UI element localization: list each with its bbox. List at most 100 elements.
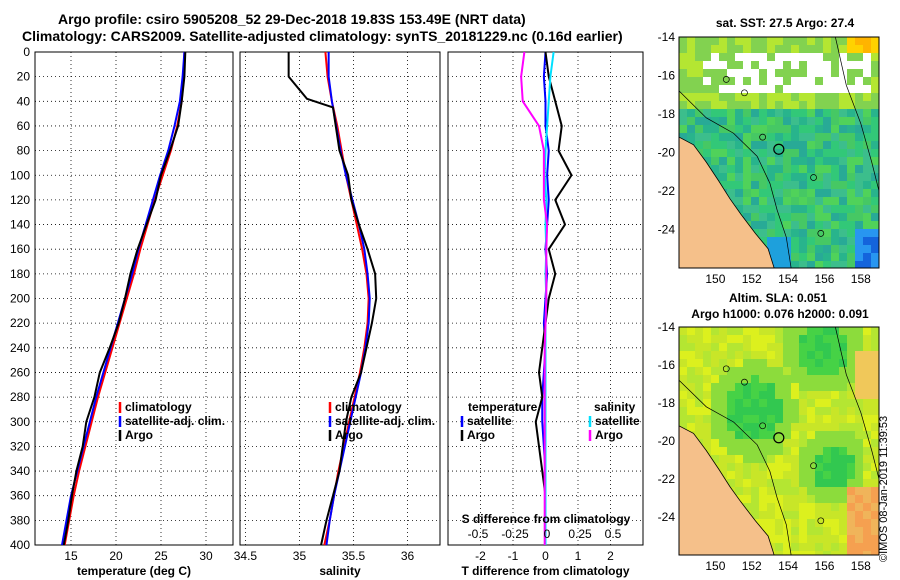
- sla-map-cell: [767, 455, 776, 464]
- sla-map-cell: [855, 423, 864, 432]
- sst-map-cell: [759, 37, 768, 46]
- sla-lat-tick-label: -16: [658, 358, 676, 372]
- sla-map-cell: [703, 439, 712, 448]
- sst-map-cell: [775, 157, 784, 166]
- sst-map-cell: [743, 141, 752, 150]
- sla-map-cell: [823, 535, 832, 544]
- sla-map-cell: [783, 487, 792, 496]
- sst-map-cell: [751, 109, 760, 118]
- sst-map-cell: [727, 141, 736, 150]
- sla-map-cell: [863, 399, 872, 408]
- sst-map-cell: [703, 133, 712, 142]
- sla-map-cell: [775, 455, 784, 464]
- sst-map-cell: [863, 37, 872, 46]
- sst-map-cell: [679, 69, 688, 78]
- sst-map-cell: [743, 109, 752, 118]
- sst-map-cell: [791, 221, 800, 230]
- sla-map-cell: [751, 503, 760, 512]
- sla-map-cell: [807, 407, 816, 416]
- sst-map-cell: [831, 85, 840, 94]
- sst-map-cell: [847, 61, 856, 70]
- sla-map-cell: [759, 463, 768, 472]
- sla-map-cell: [799, 551, 808, 555]
- sst-map-cell: [767, 205, 776, 214]
- sst-map-cell: [791, 85, 800, 94]
- sla-map-cell: [791, 423, 800, 432]
- sst-map-cell: [751, 149, 760, 158]
- sst-map-cell: [767, 221, 776, 230]
- sla-map-cell: [799, 431, 808, 440]
- sla-map-cell: [751, 407, 760, 416]
- sla-map-cell: [719, 391, 728, 400]
- sla-map-cell: [791, 479, 800, 488]
- sla-map-cell: [815, 447, 824, 456]
- sla-map-cell: [727, 431, 736, 440]
- sst-map-cell: [767, 85, 776, 94]
- sla-map-cell: [751, 479, 760, 488]
- sst-map-cell: [687, 109, 696, 118]
- sla-map-cell: [847, 391, 856, 400]
- sla-map-cell: [855, 479, 864, 488]
- sst-map-cell: [831, 189, 840, 198]
- sst-map-cell: [775, 229, 784, 238]
- sla-map-cell: [831, 383, 840, 392]
- sst-map-cell: [791, 261, 800, 268]
- sst-map-cell: [727, 125, 736, 134]
- sla-map-cell: [687, 423, 696, 432]
- sst-map-cell: [847, 229, 856, 238]
- sla-map-cell: [839, 335, 848, 344]
- sst-map-cell: [815, 157, 824, 166]
- sst-map-cell: [751, 165, 760, 174]
- sla-map-cell: [799, 407, 808, 416]
- sst-map-cell: [815, 61, 824, 70]
- sla-map-cell: [799, 423, 808, 432]
- sla-map-cell: [703, 391, 712, 400]
- sst-map-cell: [863, 125, 872, 134]
- sla-map-cell: [727, 367, 736, 376]
- sst-map-cell: [839, 229, 848, 238]
- sla-map-cell: [807, 343, 816, 352]
- sst-map-cell: [759, 157, 768, 166]
- salinity-legend-label: climatology: [335, 400, 402, 414]
- sst-map-cell: [727, 53, 736, 62]
- sla-map-cell: [695, 391, 704, 400]
- sst-map-cell: [863, 221, 872, 230]
- sla-map-cell: [831, 351, 840, 360]
- sst-map-cell: [743, 45, 752, 54]
- sla-map-cell: [751, 431, 760, 440]
- sla-map-cell: [847, 351, 856, 360]
- sst-map-cell: [687, 69, 696, 78]
- sst-map-cell: [743, 149, 752, 158]
- sst-map-cell: [791, 133, 800, 142]
- sst-map-cell: [871, 165, 879, 174]
- sst-map-cell: [791, 37, 800, 46]
- sla-map-cell: [823, 431, 832, 440]
- sla-map-cell: [767, 383, 776, 392]
- sst-map-cell: [703, 117, 712, 126]
- sst-map-cell: [751, 93, 760, 102]
- sla-map-cell: [791, 447, 800, 456]
- sla-map-cell: [799, 399, 808, 408]
- y-tick-label: 300: [10, 415, 30, 429]
- sst-map-cell: [839, 205, 848, 214]
- sla-map-cell: [807, 359, 816, 368]
- sla-map-cell: [871, 487, 879, 496]
- sla-map-cell: [847, 487, 856, 496]
- sst-map-cell: [823, 77, 832, 86]
- sla-map-cell: [743, 335, 752, 344]
- sst-map-cell: [695, 45, 704, 54]
- sla-map-cell: [727, 471, 736, 480]
- sla-map-cell: [847, 463, 856, 472]
- sst-map-cell: [855, 149, 864, 158]
- sla-map-cell: [847, 343, 856, 352]
- sst-map-cell: [791, 117, 800, 126]
- sla-map-cell: [791, 375, 800, 384]
- sst-map-cell: [735, 157, 744, 166]
- sst-map-cell: [751, 61, 760, 70]
- sst-map-cell: [727, 85, 736, 94]
- sla-map-cell: [751, 471, 760, 480]
- sst-map-cell: [799, 45, 808, 54]
- secondary-x-axis-label: S difference from climatology: [462, 512, 631, 526]
- sla-map-cell: [855, 431, 864, 440]
- sst-map-cell: [783, 221, 792, 230]
